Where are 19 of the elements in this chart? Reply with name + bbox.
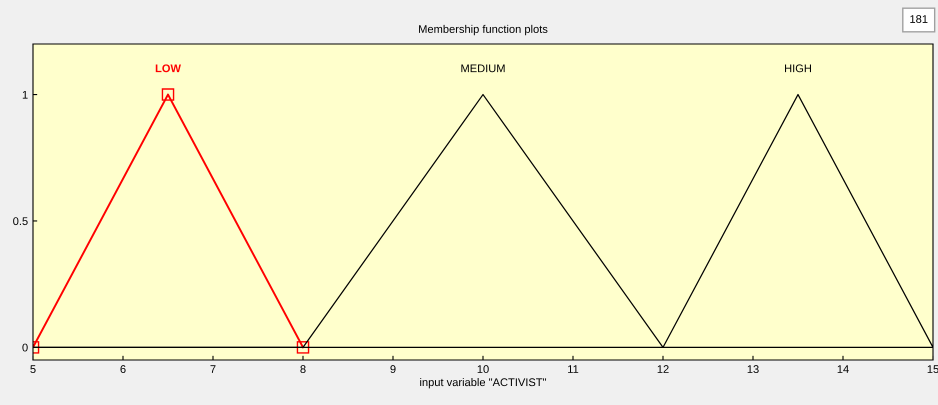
x-tick-label: 12	[658, 365, 669, 373]
x-tick-label: 7	[210, 365, 216, 373]
series-label: LOW	[156, 64, 181, 72]
chart-title: Membership function plots	[419, 24, 548, 36]
x-axis-title: input variable "ACTIVIST"	[420, 378, 546, 388]
x-tick-label: 11	[568, 365, 578, 373]
x-tick-label: 5	[30, 365, 36, 374]
x-tick-label: 13	[748, 365, 759, 374]
text: MEDIUM	[461, 64, 505, 72]
x-tick-label: 9	[390, 365, 396, 374]
x-tick-label: 10	[478, 365, 489, 374]
y-tick-label: 0.5	[13, 217, 28, 226]
x-tick-label: 14	[838, 365, 849, 373]
y-tick-label: 1	[22, 90, 28, 99]
y-tick-label: 0	[22, 344, 28, 352]
x-tick-label: 8	[300, 365, 306, 374]
text: 181	[910, 15, 928, 23]
x-tick-label: 6	[120, 365, 126, 374]
text: HIGH	[785, 64, 811, 72]
